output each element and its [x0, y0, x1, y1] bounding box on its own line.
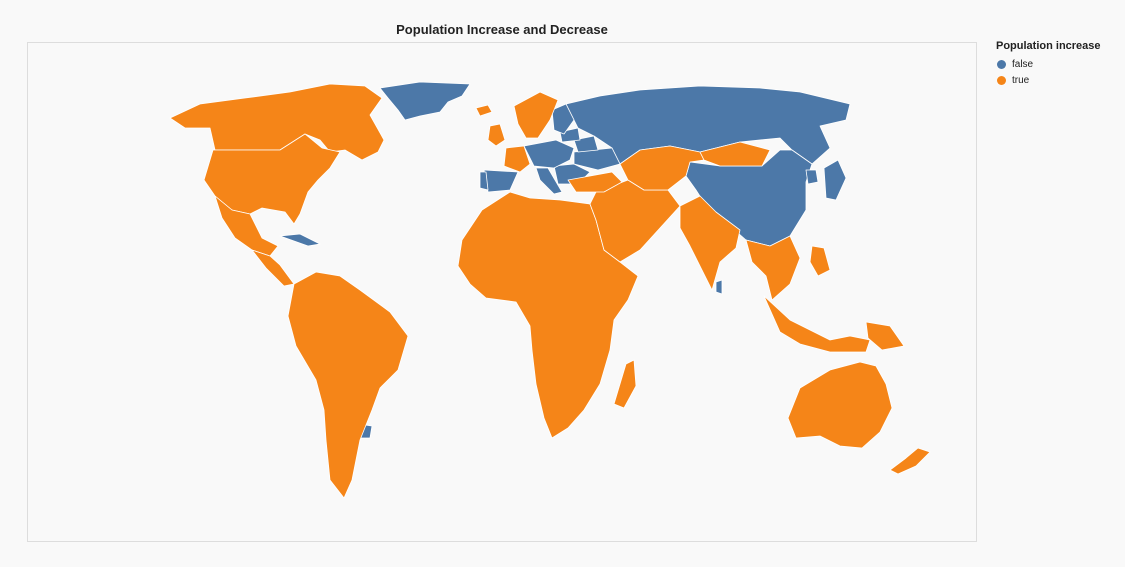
region-australia: [787, 361, 893, 449]
region-cuba: [279, 233, 321, 247]
region-ukraine: [573, 147, 621, 171]
region-mexico: [214, 195, 279, 257]
region-new-zealand: [889, 447, 931, 475]
region-india: [679, 195, 741, 291]
region-indonesia: [763, 295, 871, 353]
legend-item-false: false: [996, 56, 1101, 72]
region-north-korea: [805, 169, 819, 185]
region-central-asia: [619, 145, 705, 191]
region-philippines: [809, 245, 831, 277]
region-spain: [483, 169, 519, 193]
region-united-kingdom: [487, 123, 506, 147]
region-central-america: [251, 249, 295, 287]
region-mongolia: [699, 141, 771, 167]
region-madagascar: [613, 359, 637, 409]
region-greenland: [379, 81, 471, 121]
region-france: [503, 145, 531, 173]
region-southeast-asia: [745, 235, 801, 301]
country-shapes: [169, 81, 931, 499]
legend-item-true: true: [996, 72, 1101, 88]
region-turkey: [567, 171, 623, 193]
legend-title: Population increase: [996, 40, 1101, 52]
region-south-america: [287, 271, 409, 499]
legend-swatch-false: [997, 59, 1006, 69]
region-japan: [823, 159, 847, 201]
region-papua-new-guinea: [865, 321, 905, 351]
legend: Population increase false true: [996, 40, 1101, 88]
legend-label-true: true: [1012, 74, 1030, 86]
region-iceland: [475, 104, 493, 117]
region-finland: [551, 103, 575, 135]
legend-swatch-true: [997, 75, 1006, 85]
chart-title: Population Increase and Decrease: [396, 22, 608, 37]
region-portugal: [479, 171, 489, 191]
region-canada: [169, 83, 385, 161]
region-central-europe: [523, 139, 575, 169]
legend-label-false: false: [1012, 58, 1034, 70]
region-scandinavia: [513, 91, 559, 139]
region-italy: [535, 167, 563, 195]
region-sri-lanka: [715, 279, 723, 295]
